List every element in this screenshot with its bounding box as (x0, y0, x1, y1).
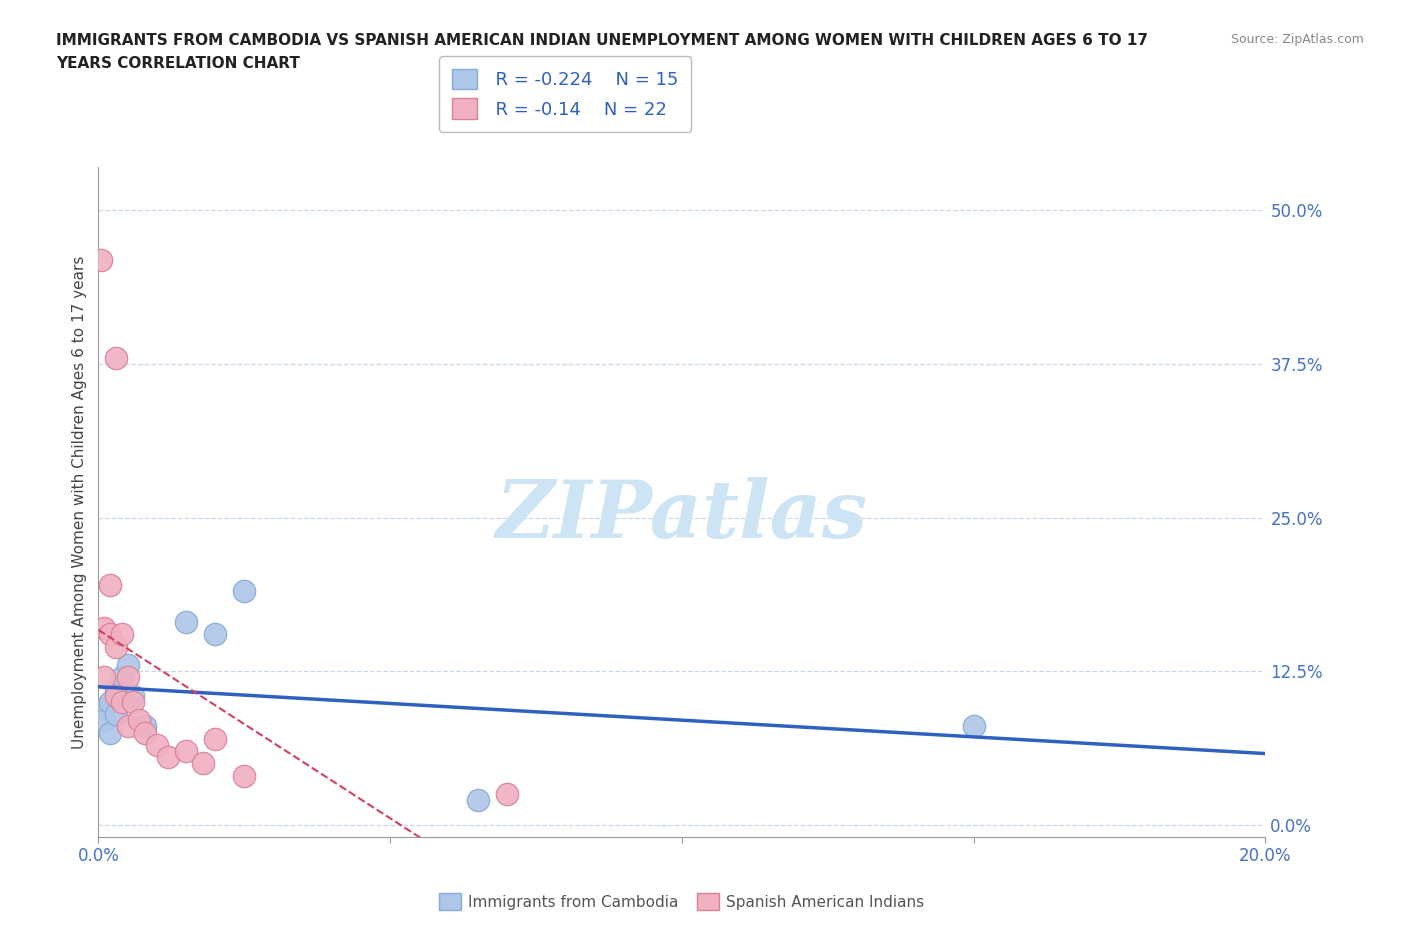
Text: Source: ZipAtlas.com: Source: ZipAtlas.com (1230, 33, 1364, 46)
Point (93, 700, 115, 715)
Point (134, 719, 156, 734)
Point (122, 695, 145, 710)
Point (98, 578, 121, 592)
Text: IMMIGRANTS FROM CAMBODIA VS SPANISH AMERICAN INDIAN UNEMPLOYMENT AMONG WOMEN WIT: IMMIGRANTS FROM CAMBODIA VS SPANISH AMER… (56, 33, 1149, 47)
Point (104, 351, 127, 365)
Point (495, 787, 517, 802)
Point (233, 768, 256, 783)
Point (204, 627, 226, 642)
Point (157, 750, 180, 764)
Point (134, 725, 156, 740)
Text: YEARS CORRELATION CHART: YEARS CORRELATION CHART (56, 56, 299, 71)
Point (98, 695, 121, 710)
Point (962, 719, 984, 734)
Point (128, 712, 150, 727)
Point (174, 744, 197, 759)
Text: ZIPatlas: ZIPatlas (496, 477, 868, 554)
Point (117, 670, 139, 684)
Point (104, 639, 127, 654)
Y-axis label: Unemployment Among Women with Children Ages 6 to 17 years: Unemployment Among Women with Children A… (72, 256, 87, 749)
Point (90, 252, 112, 267)
Point (233, 584, 256, 599)
Point (467, 792, 489, 807)
Point (104, 707, 127, 722)
Point (193, 756, 215, 771)
Point (98, 627, 121, 642)
Point (98, 725, 121, 740)
Legend: Immigrants from Cambodia, Spanish American Indians: Immigrants from Cambodia, Spanish Americ… (433, 886, 931, 916)
Point (146, 737, 169, 752)
Point (93, 670, 115, 684)
Point (117, 719, 139, 734)
Point (104, 682, 127, 697)
Point (104, 688, 127, 703)
Point (111, 670, 134, 684)
Point (117, 658, 139, 672)
Point (111, 627, 134, 642)
Point (93, 620, 115, 635)
Point (204, 731, 226, 746)
Point (93, 712, 115, 727)
Point (122, 688, 145, 703)
Point (174, 615, 197, 630)
Point (111, 695, 134, 710)
